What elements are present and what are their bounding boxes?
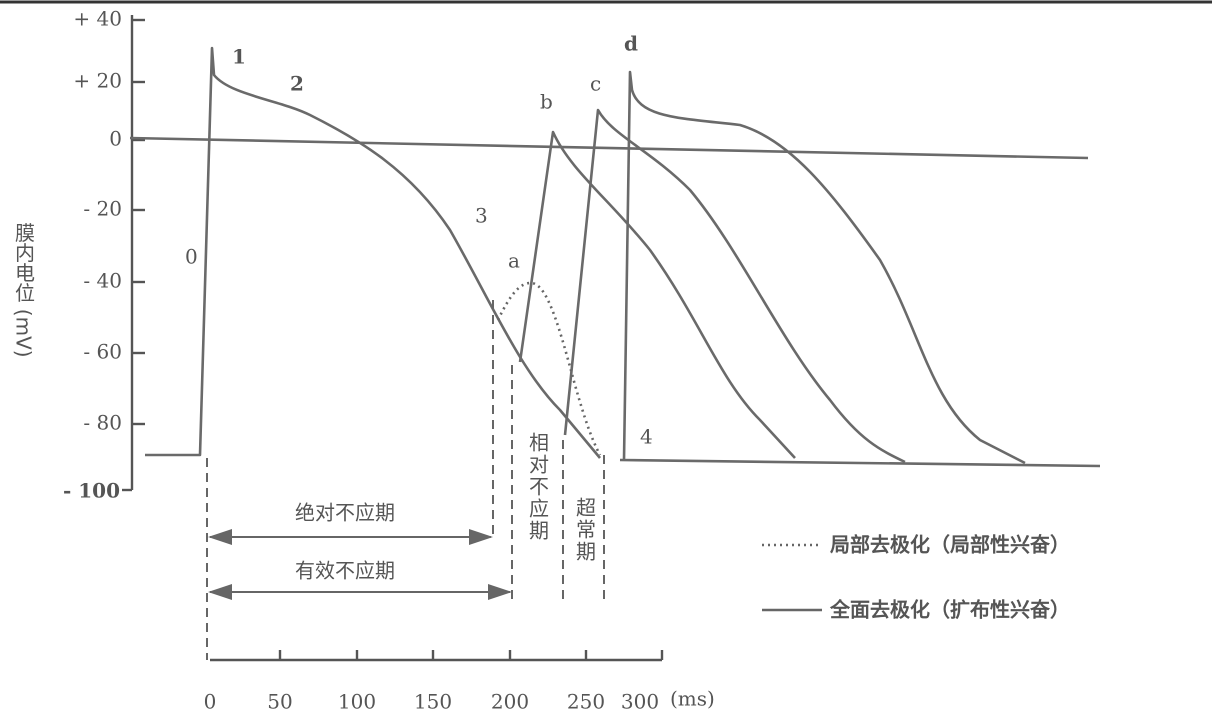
y-tick-label: + 20 <box>73 69 122 93</box>
x-axis-unit: (ms) <box>670 687 715 711</box>
y-axis <box>122 15 145 492</box>
x-tick-label: 50 <box>267 690 292 714</box>
x-tick-label: 200 <box>491 690 529 714</box>
y-tick-label: - 80 <box>83 411 122 435</box>
period-label: 相对不应期 <box>526 432 550 542</box>
x-tick-label: 100 <box>338 690 376 714</box>
y-tick-label: - 60 <box>83 340 122 364</box>
curve-label: c <box>590 72 601 96</box>
x-tick-label: 150 <box>414 690 452 714</box>
curve-label: 1 <box>232 45 246 69</box>
curve-c <box>563 108 906 464</box>
period-label: 有效不应期 <box>295 559 395 583</box>
zero-line <box>129 136 1089 160</box>
curve-label: d <box>624 32 638 56</box>
y-tick-label: + 40 <box>73 7 122 31</box>
curve-label: a <box>508 249 520 273</box>
y-axis-label: 膜内电位 (mV) <box>12 222 36 358</box>
period-markers <box>206 300 605 660</box>
x-axis <box>210 650 664 662</box>
period-label: 超常期 <box>573 497 597 563</box>
curve-label: b <box>540 90 553 114</box>
curve-b <box>518 130 796 459</box>
action-potential <box>145 46 601 459</box>
curve-label: 4 <box>640 425 653 449</box>
x-tick-label: 250 <box>567 690 605 714</box>
period-label: 绝对不应期 <box>295 501 395 525</box>
x-tick-label: 0 <box>204 690 217 714</box>
curve-a-local <box>496 281 602 456</box>
y-tick-label: - 100 <box>63 479 120 503</box>
curve-label: 2 <box>290 72 304 96</box>
y-tick-label: - 40 <box>83 269 122 293</box>
legend-label: 全面去极化（扩布性兴奋） <box>829 598 1070 622</box>
y-tick-label: - 20 <box>83 197 122 221</box>
x-tick-label: 300 <box>621 690 659 714</box>
y-tick-label: 0 <box>109 127 122 151</box>
resting-line <box>619 458 1101 468</box>
legend-label: 局部去极化（局部性兴奋） <box>829 533 1070 557</box>
curve-d <box>622 70 1026 465</box>
curve-label: 3 <box>475 204 488 228</box>
curve-label: 0 <box>185 245 198 269</box>
